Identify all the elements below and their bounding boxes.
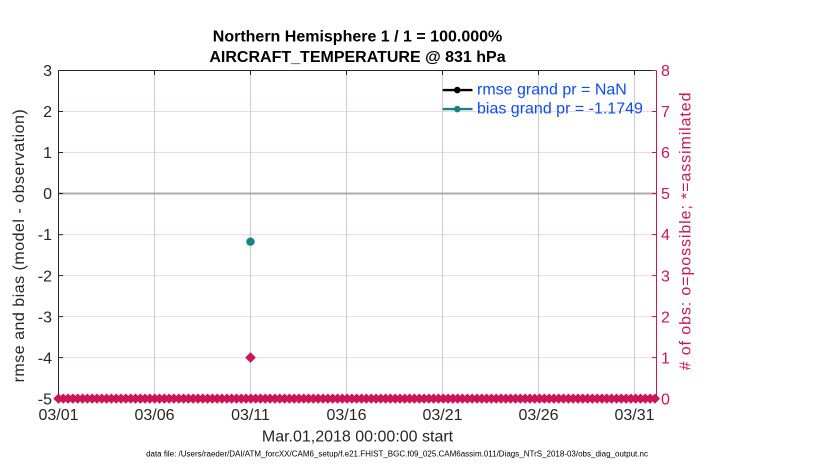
- svg-text:-3: -3: [38, 309, 52, 326]
- svg-text:-1: -1: [38, 227, 52, 244]
- svg-text:rmse and bias (model - observa: rmse and bias (model - observation): [11, 109, 28, 383]
- svg-text:2: 2: [661, 309, 670, 326]
- svg-text:03/26: 03/26: [518, 407, 558, 424]
- svg-text:03/06: 03/06: [134, 407, 174, 424]
- svg-text:-2: -2: [38, 268, 52, 285]
- svg-text:5: 5: [661, 186, 670, 203]
- svg-text:1: 1: [43, 145, 52, 162]
- svg-text:3: 3: [43, 63, 52, 80]
- svg-text:2: 2: [43, 104, 52, 121]
- svg-text:-4: -4: [38, 350, 52, 367]
- svg-text:data file: /Users/raeder/DAI/A: data file: /Users/raeder/DAI/ATM_forcXX/…: [146, 450, 648, 459]
- svg-text:# of obs: o=possible; *=assimi: # of obs: o=possible; *=assimilated: [678, 92, 697, 371]
- svg-text:AIRCRAFT_TEMPERATURE @ 831 hPa: AIRCRAFT_TEMPERATURE @ 831 hPa: [209, 49, 505, 66]
- svg-text:03/01: 03/01: [38, 407, 78, 424]
- svg-text:-5: -5: [38, 391, 52, 408]
- svg-text:0: 0: [661, 391, 670, 408]
- svg-text:rmse grand pr = NaN: rmse grand pr = NaN: [477, 82, 627, 99]
- svg-text:03/11: 03/11: [231, 407, 270, 424]
- svg-text:0: 0: [43, 186, 52, 203]
- svg-text:03/21: 03/21: [422, 407, 462, 424]
- svg-text:Northern Hemisphere 1 / 1 = 10: Northern Hemisphere 1 / 1 = 100.000%: [213, 29, 502, 46]
- svg-text:7: 7: [661, 104, 670, 121]
- svg-text:1: 1: [661, 350, 670, 367]
- svg-text:03/31: 03/31: [614, 407, 654, 424]
- svg-text:6: 6: [661, 145, 670, 162]
- svg-text:Mar.01,2018 00:00:00 start: Mar.01,2018 00:00:00 start: [262, 429, 454, 446]
- svg-text:bias grand pr = -1.1749: bias grand pr = -1.1749: [477, 101, 643, 118]
- svg-text:8: 8: [661, 63, 670, 80]
- svg-text:3: 3: [661, 268, 670, 285]
- svg-text:4: 4: [661, 227, 670, 244]
- svg-text:03/16: 03/16: [326, 407, 366, 424]
